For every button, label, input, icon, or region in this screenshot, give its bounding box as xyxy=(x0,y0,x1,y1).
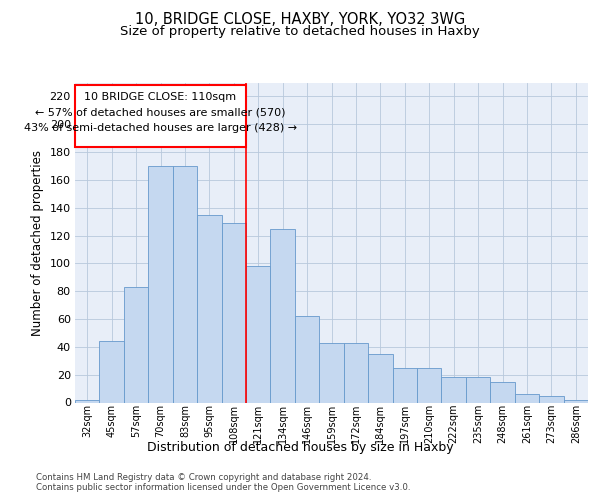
Bar xyxy=(319,342,344,402)
Bar xyxy=(197,214,221,402)
Bar xyxy=(100,342,124,402)
Bar xyxy=(515,394,539,402)
FancyBboxPatch shape xyxy=(75,86,246,146)
Bar xyxy=(490,382,515,402)
Bar xyxy=(221,223,246,402)
Bar xyxy=(442,378,466,402)
Bar xyxy=(392,368,417,402)
Y-axis label: Number of detached properties: Number of detached properties xyxy=(31,150,44,336)
Bar xyxy=(75,400,100,402)
Bar xyxy=(148,166,173,402)
Bar xyxy=(368,354,392,403)
Text: Size of property relative to detached houses in Haxby: Size of property relative to detached ho… xyxy=(120,25,480,38)
Text: Contains HM Land Registry data © Crown copyright and database right 2024.: Contains HM Land Registry data © Crown c… xyxy=(36,472,371,482)
Bar xyxy=(417,368,442,402)
Text: 10 BRIDGE CLOSE: 110sqm: 10 BRIDGE CLOSE: 110sqm xyxy=(85,92,236,102)
Bar xyxy=(124,287,148,403)
Bar xyxy=(563,400,588,402)
Text: ← 57% of detached houses are smaller (570): ← 57% of detached houses are smaller (57… xyxy=(35,108,286,118)
Bar xyxy=(295,316,319,402)
Text: 43% of semi-detached houses are larger (428) →: 43% of semi-detached houses are larger (… xyxy=(24,123,297,133)
Bar xyxy=(344,342,368,402)
Bar xyxy=(173,166,197,402)
Text: Contains public sector information licensed under the Open Government Licence v3: Contains public sector information licen… xyxy=(36,484,410,492)
Bar xyxy=(466,378,490,402)
Text: 10, BRIDGE CLOSE, HAXBY, YORK, YO32 3WG: 10, BRIDGE CLOSE, HAXBY, YORK, YO32 3WG xyxy=(135,12,465,28)
Bar xyxy=(539,396,563,402)
Bar xyxy=(246,266,271,402)
Bar xyxy=(271,228,295,402)
Text: Distribution of detached houses by size in Haxby: Distribution of detached houses by size … xyxy=(146,441,454,454)
